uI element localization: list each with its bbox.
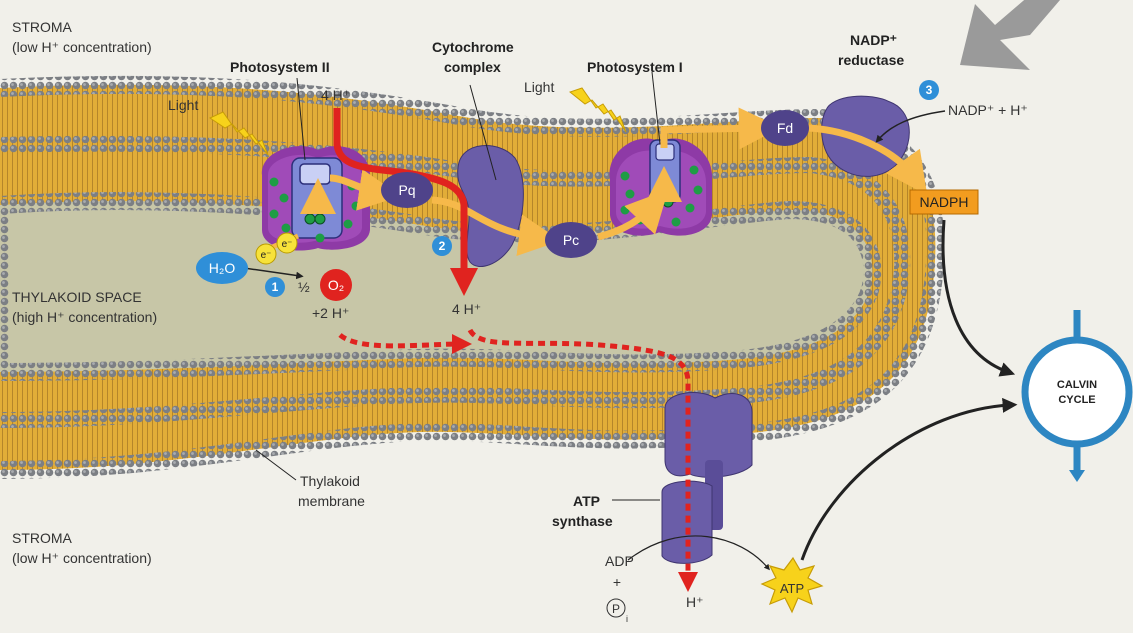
psi-pointer [651, 71, 661, 145]
photosystem-i [609, 138, 713, 236]
ferredoxin [761, 110, 809, 146]
stroma-bottom-sublabel: (low H⁺ concentration) [12, 550, 152, 566]
photosystem-i-label: Photosystem I [587, 59, 683, 75]
step-2-label: 2 [439, 239, 446, 253]
electron-path-psii-pq [329, 169, 401, 211]
light-bolt-psi [568, 87, 627, 133]
adp-label: ADP [605, 553, 634, 569]
phosphate-subscript: i [626, 614, 628, 624]
proton-dotted-left [338, 332, 472, 355]
nadp-reductase [821, 95, 910, 177]
atp-synthase-label-line2: synthase [552, 513, 613, 529]
fd-label: Fd [777, 120, 793, 136]
photosystem-ii-label: Photosystem II [230, 59, 330, 75]
nadph-box [909, 189, 979, 215]
thylakoid-space [0, 192, 882, 382]
thylakoid-space-label: THYLAKOID SPACE [12, 289, 142, 305]
light-bolt-psii [208, 111, 269, 156]
calvin-cycle [1021, 310, 1133, 482]
outer-head-layer [0, 75, 945, 479]
step-3-label: 3 [926, 83, 933, 97]
phosphate-label: P [612, 602, 620, 616]
step-1-badge [265, 277, 285, 297]
phosphate-circle [606, 598, 626, 618]
electron-path-pq-pc [431, 196, 561, 257]
step-2-badge [432, 236, 452, 256]
incoming-gray-arrow [960, 0, 1060, 70]
plastocyanin [545, 222, 597, 258]
nadp-reductase-label-line1: NADP⁺ [850, 32, 897, 48]
nadph-label: NADPH [919, 194, 968, 210]
cytochrome-pointer [469, 84, 497, 181]
proton-dotted-right [467, 328, 698, 592]
four-h-mid-label: 4 H⁺ [452, 301, 481, 317]
inner-head-layer [0, 135, 911, 428]
electron-path-pc-psi [597, 189, 669, 241]
proton-arrow-top [333, 108, 478, 296]
half-label: ½ [298, 279, 310, 295]
atp-synthase-label-line1: ATP [573, 493, 600, 509]
thylakoid-membrane-label-line2: membrane [298, 493, 365, 509]
nadph-to-calvin-arrow [941, 219, 1016, 377]
h2o-label: H₂O [209, 260, 236, 276]
stroma-top-label: STROMA [12, 19, 73, 35]
pc-label: Pc [563, 232, 579, 248]
electron-path-fd-nadph [807, 124, 928, 196]
two-h-label: +2 H⁺ [312, 305, 349, 321]
plastoquinone [381, 172, 433, 208]
thylakoid-membrane-label-line1: Thylakoid [300, 473, 360, 489]
h-bottom-label: H⁺ [686, 594, 704, 610]
calvin-label-line2: CYCLE [1058, 394, 1095, 406]
thylakoid-space-sublabel: (high H⁺ concentration) [12, 309, 157, 325]
atp-star [760, 556, 824, 614]
atp-label: ATP [780, 581, 804, 596]
electron-1 [255, 243, 277, 265]
nadp-arrow [875, 110, 946, 143]
step-3-badge [919, 80, 939, 100]
electron-2 [276, 232, 298, 254]
step-1-label: 1 [272, 280, 279, 294]
cytochrome-label-line2: complex [444, 59, 501, 75]
water-molecule [196, 252, 248, 284]
oxygen-molecule [320, 269, 352, 301]
electron-label-1: e⁻ [261, 250, 272, 261]
four-h-top-label: 4 H⁺ [321, 87, 350, 103]
psii-pointer [296, 77, 306, 161]
adp-to-atp-arrow [627, 535, 770, 571]
atp-to-calvin-arrow [800, 397, 1018, 561]
electron-path-psi-fd [660, 107, 781, 150]
plus-label: + [613, 574, 621, 590]
cytochrome-complex [457, 145, 524, 267]
cytochrome-label-line1: Cytochrome [432, 39, 514, 55]
h2o-to-o2-arrow [243, 267, 304, 280]
stroma-bottom-label: STROMA [12, 530, 73, 546]
pq-label: Pq [398, 182, 415, 198]
membrane-pointer [255, 449, 297, 481]
photosystem-ii [261, 146, 370, 251]
o2-label: O₂ [328, 277, 344, 293]
electron-label-2: e⁻ [282, 239, 293, 250]
stroma-top-sublabel: (low H⁺ concentration) [12, 39, 152, 55]
light-label-left: Light [168, 97, 198, 113]
nadp-plus-h-label: NADP⁺ + H⁺ [948, 102, 1028, 118]
nadp-reductase-label-line2: reductase [838, 52, 904, 68]
calvin-label-line1: CALVIN [1057, 379, 1097, 391]
light-label-right: Light [524, 79, 554, 95]
